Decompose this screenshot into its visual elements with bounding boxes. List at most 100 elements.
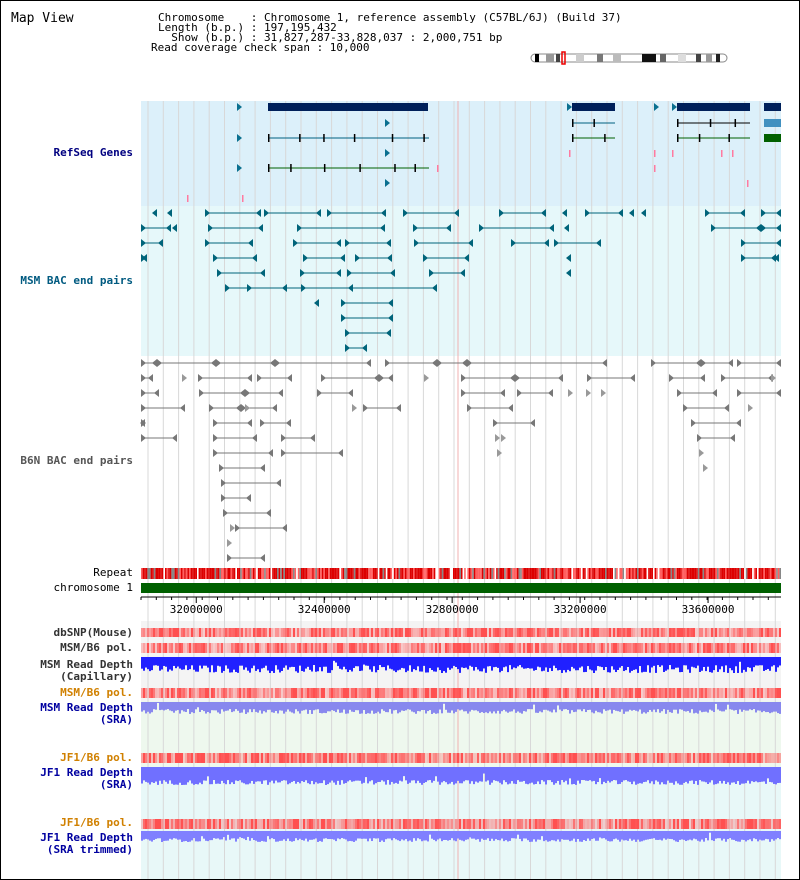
msm-b6-pol-sra-cell xyxy=(499,688,501,698)
jf1-b6-pol-2-cell xyxy=(453,819,455,829)
jf1-b6-pol-2-cell xyxy=(597,819,599,829)
b6n-bac-label[interactable]: B6N BAC end pairs xyxy=(20,454,133,467)
chromosome-segment xyxy=(141,583,781,593)
msm-b6-pol-sra-cell xyxy=(641,688,643,698)
chromosome-ideogram[interactable] xyxy=(530,51,728,65)
jf1-b6-pol-2-cell xyxy=(625,819,627,829)
dbsnp-cell xyxy=(179,628,181,637)
jf1-b6-pol-cell xyxy=(439,753,441,763)
repeat-segment xyxy=(445,568,447,579)
jf1-b6-pol-cell xyxy=(667,753,669,763)
repeat-segment xyxy=(237,568,239,579)
msm-depth-sra-label[interactable]: MSM Read Depth xyxy=(40,701,133,714)
msm-depth-capillary-label[interactable]: MSM Read Depth xyxy=(40,658,133,671)
msm-b6-pol-cell xyxy=(169,643,171,653)
jf1-sra-trimmed-depth-bar xyxy=(537,831,539,840)
jf1-b6-pol-cell xyxy=(229,753,231,763)
jf1-b6-pol-2-cell xyxy=(403,819,405,829)
jf1-b6-pol-2-cell xyxy=(177,819,179,829)
jf1-sra-depth-bar xyxy=(653,767,655,785)
dbsnp-cell xyxy=(749,628,751,637)
dbsnp-cell xyxy=(283,628,285,637)
msm-capillary-depth-bar xyxy=(397,657,399,671)
msm-bac-label[interactable]: MSM BAC end pairs xyxy=(20,274,133,287)
jf1-trim-label[interactable]: JF1 Read Depth xyxy=(40,831,133,844)
jf1-b6-pol-cell xyxy=(361,753,363,763)
jf1-b6-pol-cell xyxy=(641,753,643,763)
jf1-b6-pol-cell xyxy=(693,753,695,763)
msm-b6-pol-label[interactable]: MSM/B6 pol. xyxy=(60,641,133,654)
jf1-sra-depth-bar xyxy=(607,767,609,781)
repeat-segment xyxy=(558,568,561,579)
b6n-bac-track[interactable] xyxy=(140,359,781,562)
refseq-genes-label[interactable]: RefSeq Genes xyxy=(53,146,133,159)
dbsnp-cell xyxy=(503,628,505,637)
jf1-b6-pol-2-cell xyxy=(331,819,333,829)
repeat-segment xyxy=(617,568,620,579)
dbsnp-cell xyxy=(361,628,363,637)
refseq-track-band xyxy=(141,101,781,206)
msm-b6-pol-cell xyxy=(327,643,329,653)
msm-b6-pol-cell xyxy=(311,643,313,653)
jf1-b6-pol-cell xyxy=(437,753,439,763)
msm-capillary-depth-bar xyxy=(631,657,633,671)
msm-sra-depth-bar xyxy=(777,702,779,714)
jf1-sra-trimmed-depth-bar xyxy=(141,831,143,841)
jf1-sra-depth-bar xyxy=(731,767,733,783)
jf1-sra-depth-bar xyxy=(433,767,435,781)
dbsnp-cell xyxy=(565,628,567,637)
refseq-genes-track[interactable] xyxy=(187,103,781,202)
jf1-sra-depth-bar xyxy=(759,767,761,782)
jf1-depth-label[interactable]: JF1 Read Depth xyxy=(40,766,133,779)
jf1-sra-trimmed-depth-bar xyxy=(569,831,571,842)
jf1-sra-depth-bar xyxy=(761,767,763,782)
jf1-sra-trimmed-depth-bar xyxy=(525,831,527,839)
msm-b6-pol-sra-cell xyxy=(779,688,781,698)
jf1-b6-pol-cell xyxy=(595,753,597,763)
msm-bac-track[interactable] xyxy=(141,209,781,352)
msm-capillary-depth-bar xyxy=(551,657,553,672)
repeat-segment xyxy=(689,568,692,579)
jf1-sra-depth-bar xyxy=(669,767,671,783)
msm-sra-depth-bar xyxy=(595,702,597,711)
msm-b6-pol-cell xyxy=(191,643,193,653)
jf1-b6-pol-cell xyxy=(537,753,539,763)
msm-capillary-depth-bar xyxy=(497,657,499,668)
jf1-sra-depth-bar xyxy=(619,767,621,784)
jf1-b6-pol-2-cell xyxy=(383,819,385,829)
msm-b6-pol-sra-cell xyxy=(459,688,461,698)
repeat-segment xyxy=(179,568,181,579)
dbsnp-label[interactable]: dbSNP(Mouse) xyxy=(53,626,133,639)
msm-b6-pol-sra-cell xyxy=(299,688,301,698)
jf1-sra-depth-bar xyxy=(499,767,501,783)
msm-sra-depth-bar xyxy=(215,702,217,711)
jf1-sra-trimmed-depth-bar xyxy=(195,831,197,842)
repeat-segment xyxy=(205,568,207,579)
msm-sra-depth-bar xyxy=(459,702,461,711)
jf1-b6-pol-2-cell xyxy=(159,819,161,829)
jf1-sra-depth-bar xyxy=(379,767,381,782)
dbsnp-cell xyxy=(405,628,407,637)
jf1-sra-trimmed-depth-bar xyxy=(769,831,771,842)
msm-b6-pol-cell xyxy=(373,643,375,653)
msm-b6-pol-cell xyxy=(165,643,167,653)
dbsnp-cell xyxy=(339,628,341,637)
repeat-segment xyxy=(598,568,601,579)
repeat-segment xyxy=(296,568,298,579)
jf1-b6-pol-cell xyxy=(749,753,751,763)
msm-b6-pol-cell xyxy=(519,643,521,653)
jf1-b6-pol-label[interactable]: JF1/B6 pol. xyxy=(60,751,133,764)
msm-capillary-depth-bar xyxy=(155,657,157,666)
msm-capillary-depth-bar xyxy=(735,657,737,667)
msm-b6-pol-cell xyxy=(219,643,221,653)
msm-b6-pol-cell xyxy=(517,643,519,653)
jf1-b6-pol-2-label[interactable]: JF1/B6 pol. xyxy=(60,816,133,829)
msm-b6-pol-sra-cell xyxy=(281,688,283,698)
b6n-bac-pair-end xyxy=(338,449,343,457)
msm-b6-pol-cell xyxy=(271,643,273,653)
jf1-b6-pol-2-cell xyxy=(415,819,417,829)
msm-b6-pol-sra-label[interactable]: MSM/B6 pol. xyxy=(60,686,133,699)
msm-capillary-depth-bar xyxy=(417,657,419,667)
jf1-b6-pol-2-cell xyxy=(293,819,295,829)
